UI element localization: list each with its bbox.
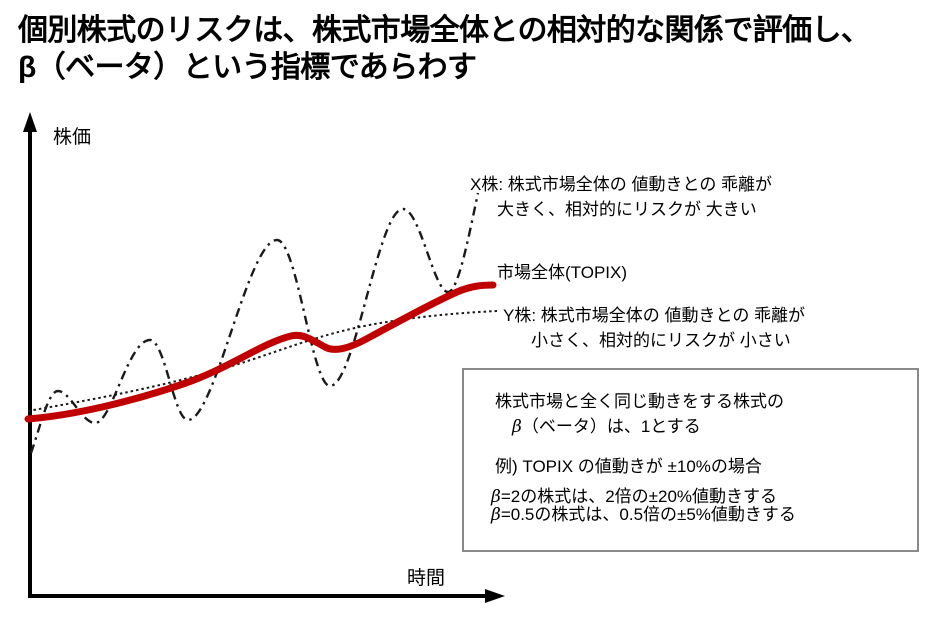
y-stock-curve: [27, 310, 499, 412]
beta-example-1: β=2の株式は、2倍の±20%値動きする: [491, 487, 777, 508]
beta-symbol: β: [491, 505, 501, 525]
market-topix-curve: [24, 281, 497, 423]
beta-example-heading: 例) TOPIX の値動きが ±10%の場合: [495, 457, 762, 476]
title-line-1: 個別株式のリスクは、株式市場全体との相対的な関係で評価し、: [18, 14, 871, 47]
beta-symbol: β: [512, 417, 522, 437]
x-axis-label: 時間: [407, 568, 446, 589]
beta-example-2: β=0.5の株式は、0.5倍の±5%値動きする: [491, 505, 796, 526]
beta-info-box: 株式市場と全く同じ動きをする株式の β（ベータ）は、1とする 例) TOPIX …: [462, 368, 919, 552]
y-axis-arrowhead-icon: [23, 112, 37, 132]
y-stock-annotation-line-1: Y株: 株式市場全体の 値動きとの 乖離が: [503, 306, 806, 325]
y-axis-label: 株価: [53, 127, 92, 148]
x-stock-annotation-line-1: X株: 株式市場全体の 値動きとの 乖離が: [470, 175, 773, 194]
beta-symbol: β: [491, 487, 501, 507]
beta-rule-line-2: β（ベータ）は、1とする: [512, 417, 701, 438]
beta-rule-line-1: 株式市場と全く同じ動きをする株式の: [495, 392, 784, 411]
y-stock-annotation: Y株: 株式市場全体の 値動きとの 乖離が 小さく、相対的にリスクが 小さい: [503, 303, 805, 353]
x-axis-arrowhead-icon: [485, 589, 505, 603]
beta-example-2-text: =0.5の株式は、0.5倍の±5%値動きする: [500, 505, 796, 524]
slide-title: 個別株式のリスクは、株式市場全体との相対的な関係で評価し、 β（ベータ）という指…: [18, 12, 871, 86]
beta-rule-line-2-text: （ベータ）は、1とする: [521, 417, 701, 436]
x-stock-annotation: X株: 株式市場全体の 値動きとの 乖離が 大きく、相対的にリスクが 大きい: [470, 172, 772, 222]
x-stock-annotation-line-2: 大きく、相対的にリスクが 大きい: [497, 200, 757, 219]
x-stock-curve: [29, 192, 480, 454]
beta-example-1-text: =2の株式は、2倍の±20%値動きする: [500, 487, 778, 506]
y-stock-annotation-line-2: 小さく、相対的にリスクが 小さい: [531, 331, 791, 350]
market-topix-label: 市場全体(TOPIX): [497, 263, 628, 282]
title-line-2: β（ベータ）という指標であらわす: [18, 51, 477, 84]
